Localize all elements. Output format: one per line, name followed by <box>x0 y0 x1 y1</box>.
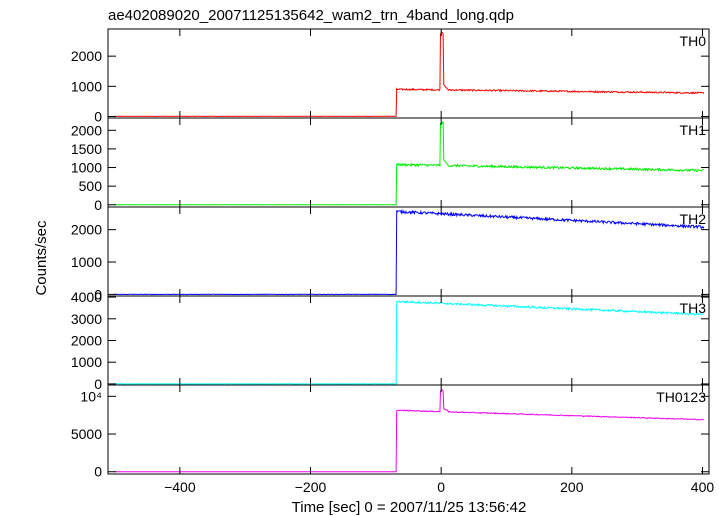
chart-title: ae402089020_20071125135642_wam2_trn_4ban… <box>108 7 514 24</box>
y-tick-label: 4000 <box>71 289 102 305</box>
panel-frame <box>107 384 710 475</box>
x-tick-label: 400 <box>691 479 715 495</box>
panel-frame <box>107 206 710 297</box>
y-tick-label: 3000 <box>71 311 102 327</box>
y-tick-label: 1000 <box>71 354 102 370</box>
panel-th2: 0 1000 2000 TH2 <box>71 206 710 302</box>
y-tick-label: 500 <box>79 178 103 194</box>
panel-frame <box>107 117 710 208</box>
y-tick-label: 0 <box>94 286 102 302</box>
y-tick-label: 0 <box>94 108 102 124</box>
y-tick-label: 1000 <box>71 78 102 94</box>
x-tick-label: 0 <box>437 479 445 495</box>
y-tick-label: 0 <box>94 376 102 392</box>
y-tick-label: 1000 <box>71 254 102 270</box>
panel-th3: 0 1000 2000 3000 4000 TH3 <box>71 289 710 392</box>
y-axis-label: Counts/sec <box>33 220 50 296</box>
series-line-th2 <box>114 208 705 296</box>
y-tick-label: 5000 <box>71 426 102 442</box>
series-line-th0123 <box>114 389 704 473</box>
series-line-th3 <box>114 299 705 385</box>
panel-th0: 0 1000 2000 TH0 <box>71 28 710 124</box>
series-line-th0 <box>114 31 705 118</box>
panel-frame <box>107 28 710 119</box>
x-tick-label: −200 <box>295 479 327 495</box>
series-line-th1 <box>114 121 704 206</box>
panel-label: TH1 <box>680 122 707 138</box>
x-tick-label: 200 <box>560 479 584 495</box>
y-tick-label: 2000 <box>71 122 102 138</box>
panel-label: TH3 <box>680 300 707 316</box>
y-tick-label: 1500 <box>71 141 102 157</box>
panel-label: TH0123 <box>656 389 706 405</box>
y-tick-label: 2000 <box>71 222 102 238</box>
y-tick-label: 0 <box>94 464 102 480</box>
panel-th0123: 0 5000 10⁴ TH0123 <box>71 384 710 480</box>
x-axis-label: Time [sec] 0 = 2007/11/25 13:56:42 <box>292 499 527 516</box>
y-tick-label: 0 <box>94 197 102 213</box>
y-tick-label: 2000 <box>71 333 102 349</box>
x-tick-label: −400 <box>164 479 196 495</box>
panel-label: TH0 <box>680 33 707 49</box>
panel-label: TH2 <box>680 211 707 227</box>
y-tick-label: 10⁴ <box>80 388 102 404</box>
y-tick-label: 1000 <box>71 160 102 176</box>
panel-th1: 0 500 1000 1500 2000 TH1 <box>71 117 710 213</box>
y-tick-label: 2000 <box>71 48 102 64</box>
